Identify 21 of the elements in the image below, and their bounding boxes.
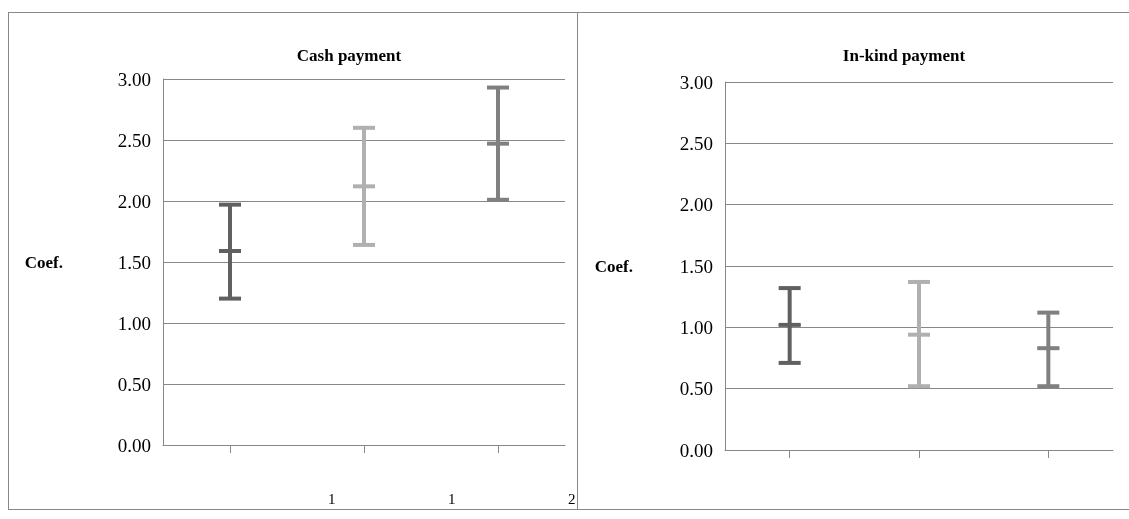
y-tick-label: 0.00 bbox=[117, 434, 151, 456]
chart-title: Cash payment bbox=[296, 46, 402, 65]
y-tick-label: 1.50 bbox=[117, 251, 151, 273]
y-tick-label: 1.00 bbox=[679, 316, 713, 338]
y-tick-label: 3.00 bbox=[117, 68, 151, 90]
y-tick-label: 2.00 bbox=[117, 190, 151, 212]
y-tick-label: 1.00 bbox=[117, 312, 151, 334]
y-tick-label: 2.50 bbox=[679, 132, 713, 154]
y-tick-label: 0.00 bbox=[679, 439, 713, 461]
y-tick-label: 2.50 bbox=[117, 129, 151, 151]
y-axis-title: Coef. bbox=[24, 252, 63, 272]
y-tick-label: 0.50 bbox=[117, 373, 151, 395]
text: 2 bbox=[568, 490, 576, 507]
chart-title: In-kind payment bbox=[842, 46, 966, 65]
y-tick-label: 2.00 bbox=[679, 194, 713, 216]
y-tick-label: 1.50 bbox=[679, 255, 713, 277]
y-tick-label: 0.50 bbox=[679, 378, 713, 400]
text: 1 bbox=[328, 490, 336, 507]
text: 1 bbox=[448, 490, 456, 507]
y-axis-title: Coef. bbox=[594, 256, 633, 276]
y-tick-label: 3.00 bbox=[679, 71, 713, 93]
